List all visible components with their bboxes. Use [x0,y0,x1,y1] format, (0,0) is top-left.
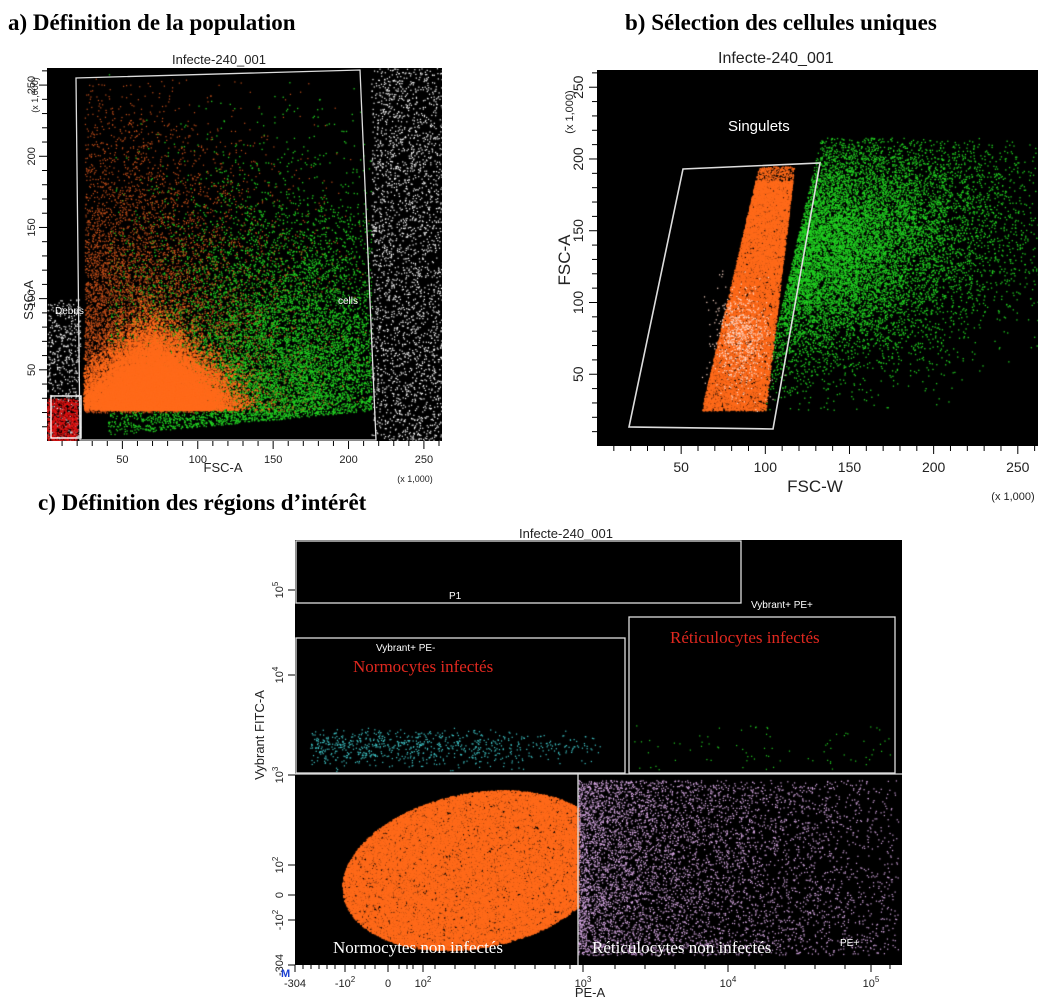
y-tick-label: 150 [570,219,586,243]
panel-a-title: Infecte-240_001 [172,52,266,67]
region-label-normocytes-infectes: Normocytes infectés [353,657,493,676]
region-label-reticulocytes-non-infectes: Réticulocytes non infectés [592,938,771,957]
panel-a-y-multiplier: (x 1,000) [30,77,40,113]
gate-vybrant-pe-neg-outline [295,637,626,774]
y-tick-label: 0 [274,892,286,898]
x-tick-label: 102 [415,975,432,990]
panel-b-dots [597,70,1038,446]
region-label-normocytes-non-infectes: Normocytes non infectés [333,938,503,957]
gate-label-cells: cells [338,296,358,307]
panel-b-x-multiplier: (x 1,000) [991,491,1034,503]
x-tick-label: 0 [385,978,391,990]
x-tick-label: 50 [116,454,128,466]
panel-b-y-multiplier: (x 1,000) [564,90,576,133]
y-tick-label: 250 [26,76,38,94]
panel-a-x-multiplier: (x 1,000) [397,474,433,484]
gate-p1-outline [295,540,742,604]
gate-label-singulets: Singulets [728,118,790,135]
y-tick-label: 150 [26,218,38,236]
panel-b-title: Infecte-240_001 [718,50,834,67]
y-tick-label: 102 [271,856,286,873]
y-tick-label: 250 [570,75,586,99]
gate-singulets-outline [628,162,821,430]
panel-a-ylabel: SSC-A [21,280,36,320]
y-tick-label: 104 [271,666,286,683]
panel-b-gates: Singulets [628,118,821,430]
y-tick-label: 50 [26,364,38,376]
gate-debris-outline [50,395,82,439]
gate-label-pe-plus: PE+ [840,938,859,949]
gate-label-vybrant-pe-pos: Vybrant+ PE+ [751,600,813,611]
x-tick-label: 250 [1006,459,1030,475]
panel-c-marker: M [281,968,291,980]
x-tick-label: 50 [673,459,689,475]
x-tick-label: 100 [754,459,778,475]
panel-b-plot: Singulets [597,70,1038,446]
y-tick-label: -102 [271,909,286,930]
panel-c-gates: P1 Vybrant+ PE+ Vybrant+ PE- PE+ Normocy… [295,540,902,965]
panel-c-xlabel: PE-A [575,985,606,1000]
y-tick-label: 103 [271,766,286,783]
panel-a-xlabel: FSC-A [204,460,243,475]
x-tick-label: 200 [922,459,946,475]
gate-label-debris: Debris [55,306,84,317]
x-tick-label: 150 [264,454,282,466]
y-tick-label: 100 [26,289,38,307]
panel-c-ylabel: Vybrant FITC-A [252,690,267,780]
x-tick-label: 105 [863,975,880,990]
panel-c-dots [295,540,902,965]
panel-a-gates: Debris cells [50,69,377,441]
panel-a-plot: Debris cells [47,68,442,441]
x-tick-label: 150 [838,459,862,475]
y-tick-label: 105 [271,581,286,598]
x-tick-label: 104 [720,975,737,990]
heading-a: a) Définition de la population [8,10,296,35]
x-tick-label: 100 [189,454,207,466]
x-tick-label: 250 [415,454,433,466]
panel-c-title: Infecte-240_001 [519,526,613,541]
y-tick-label: 50 [570,366,586,382]
y-tick-label: 200 [570,147,586,171]
gate-label-vybrant-pe-neg: Vybrant+ PE- [376,643,435,654]
region-label-reticulocytes-infectes: Réticulocytes infectés [670,628,820,647]
gate-label-p1: P1 [449,591,462,602]
x-tick-label: 103 [575,975,592,990]
heading-b: b) Sélection des cellules uniques [625,10,937,35]
panel-a-dots [47,68,442,441]
gate-vybrant-pe-pos-outline [628,616,896,774]
x-tick-label: 200 [339,454,357,466]
x-tick-label: -102 [335,975,356,990]
panel-b-ylabel: FSC-A [555,234,574,286]
gate-cells-outline [75,69,377,441]
y-tick-label: 100 [570,291,586,315]
y-tick-label: 200 [26,147,38,165]
panel-b-xlabel: FSC-W [787,477,843,496]
heading-c: c) Définition des régions d’intérêt [38,490,367,515]
panel-c-plot: P1 Vybrant+ PE+ Vybrant+ PE- PE+ Normocy… [295,540,902,965]
